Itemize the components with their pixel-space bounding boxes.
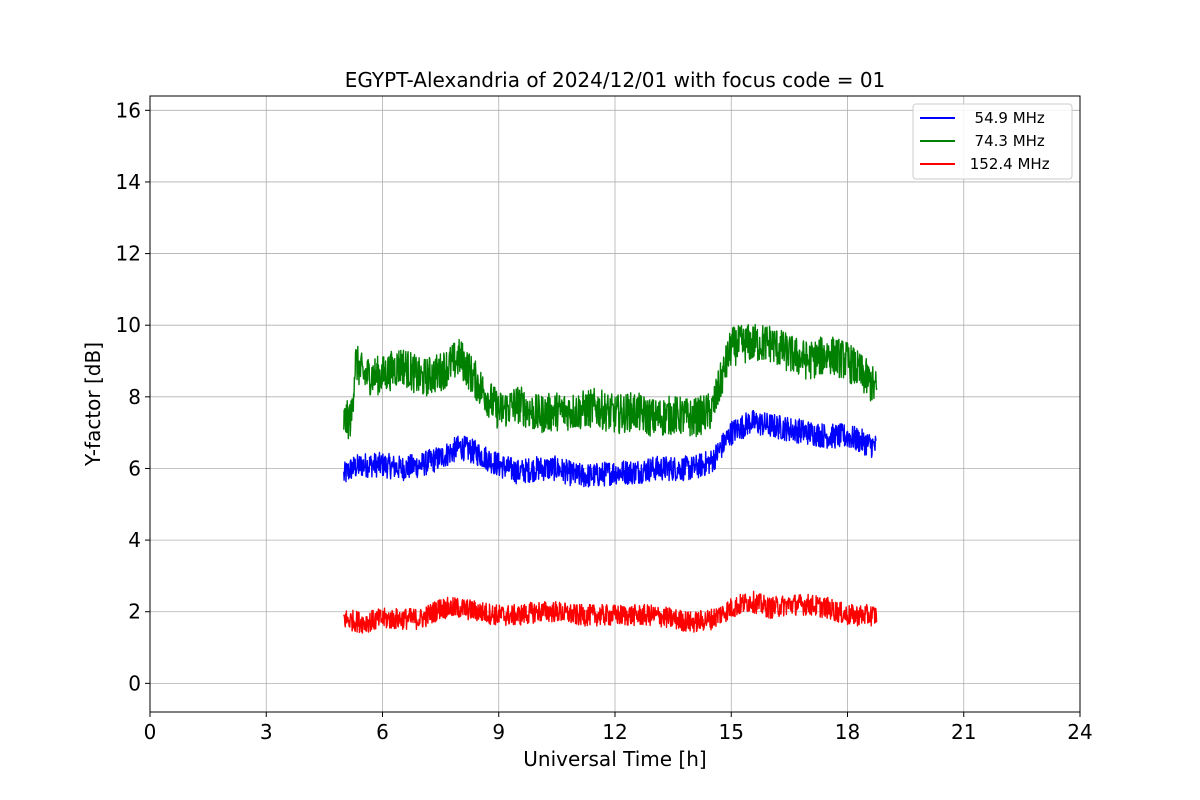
series-line-2 [343,323,878,440]
y-tick-label: 0 [128,671,141,695]
x-tick-label: 0 [144,720,157,744]
series-line-1 [343,409,877,488]
y-tick-label: 10 [116,313,141,337]
x-tick-label: 18 [835,720,860,744]
x-tick-label: 6 [376,720,389,744]
y-tick-label: 8 [128,385,141,409]
y-tick-label: 14 [116,170,141,194]
y-tick-label: 2 [128,600,141,624]
x-axis-label: Universal Time [h] [523,747,706,771]
y-tick-label: 4 [128,528,141,552]
legend-label: 54.9 MHz [965,109,1045,127]
x-tick-label: 15 [719,720,744,744]
y-tick-label: 6 [128,456,141,480]
legend-label: 74.3 MHz [965,132,1045,150]
y-tick-label: 16 [116,98,141,122]
y-tick-label: 12 [116,242,141,266]
x-tick-label: 24 [1067,720,1092,744]
legend-box [912,103,1073,180]
chart-title: EGYPT-Alexandria of 2024/12/01 with focu… [345,68,886,92]
legend: 54.9 MHz 74.3 MHz 152.4 MHz [912,103,1073,180]
x-tick-label: 9 [492,720,505,744]
x-tick-label: 12 [602,720,627,744]
plot-area [343,323,878,634]
legend-label: 152.4 MHz [965,155,1050,173]
series-line-3 [343,590,878,634]
y-axis-label: Y-factor [dB] [81,342,105,467]
x-tick-label: 21 [951,720,976,744]
x-tick-label: 3 [260,720,273,744]
